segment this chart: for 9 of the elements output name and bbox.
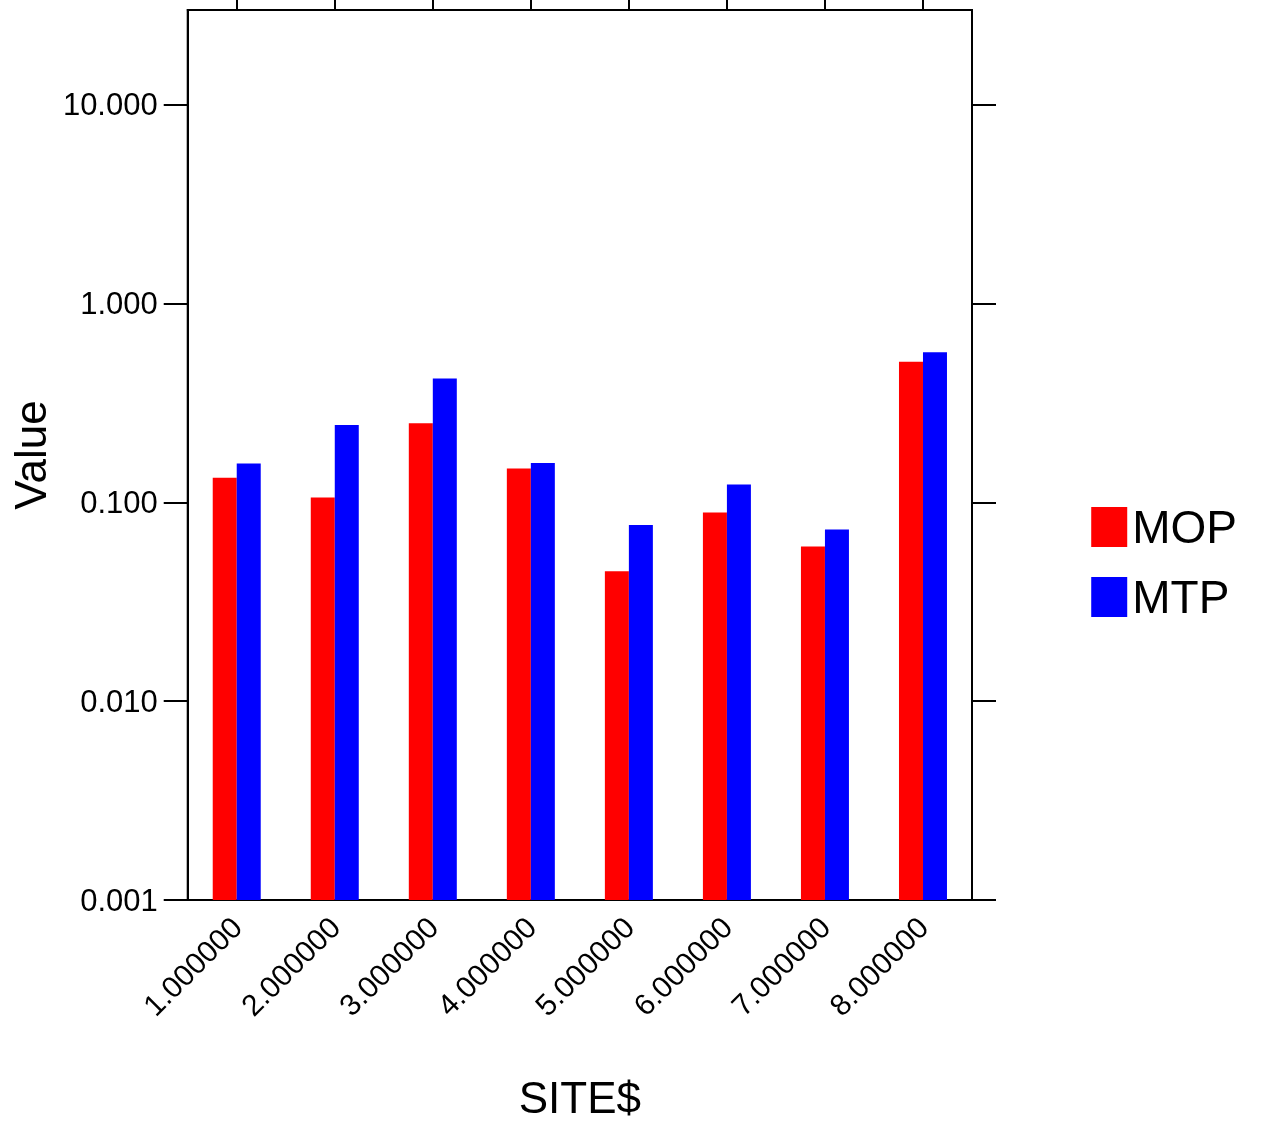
legend-label: MOP bbox=[1132, 501, 1237, 553]
y-axis-title: Value bbox=[5, 400, 55, 510]
y-tick-label: 0.010 bbox=[80, 683, 158, 719]
legend-label: MTP bbox=[1132, 571, 1230, 623]
y-tick-label: 0.100 bbox=[80, 484, 158, 520]
x-axis-title: SITE$ bbox=[518, 1072, 641, 1122]
y-tick-label: 1.000 bbox=[80, 286, 158, 322]
y-tick-label: 10.000 bbox=[62, 87, 158, 123]
y-tick-label: 0.001 bbox=[80, 882, 158, 918]
